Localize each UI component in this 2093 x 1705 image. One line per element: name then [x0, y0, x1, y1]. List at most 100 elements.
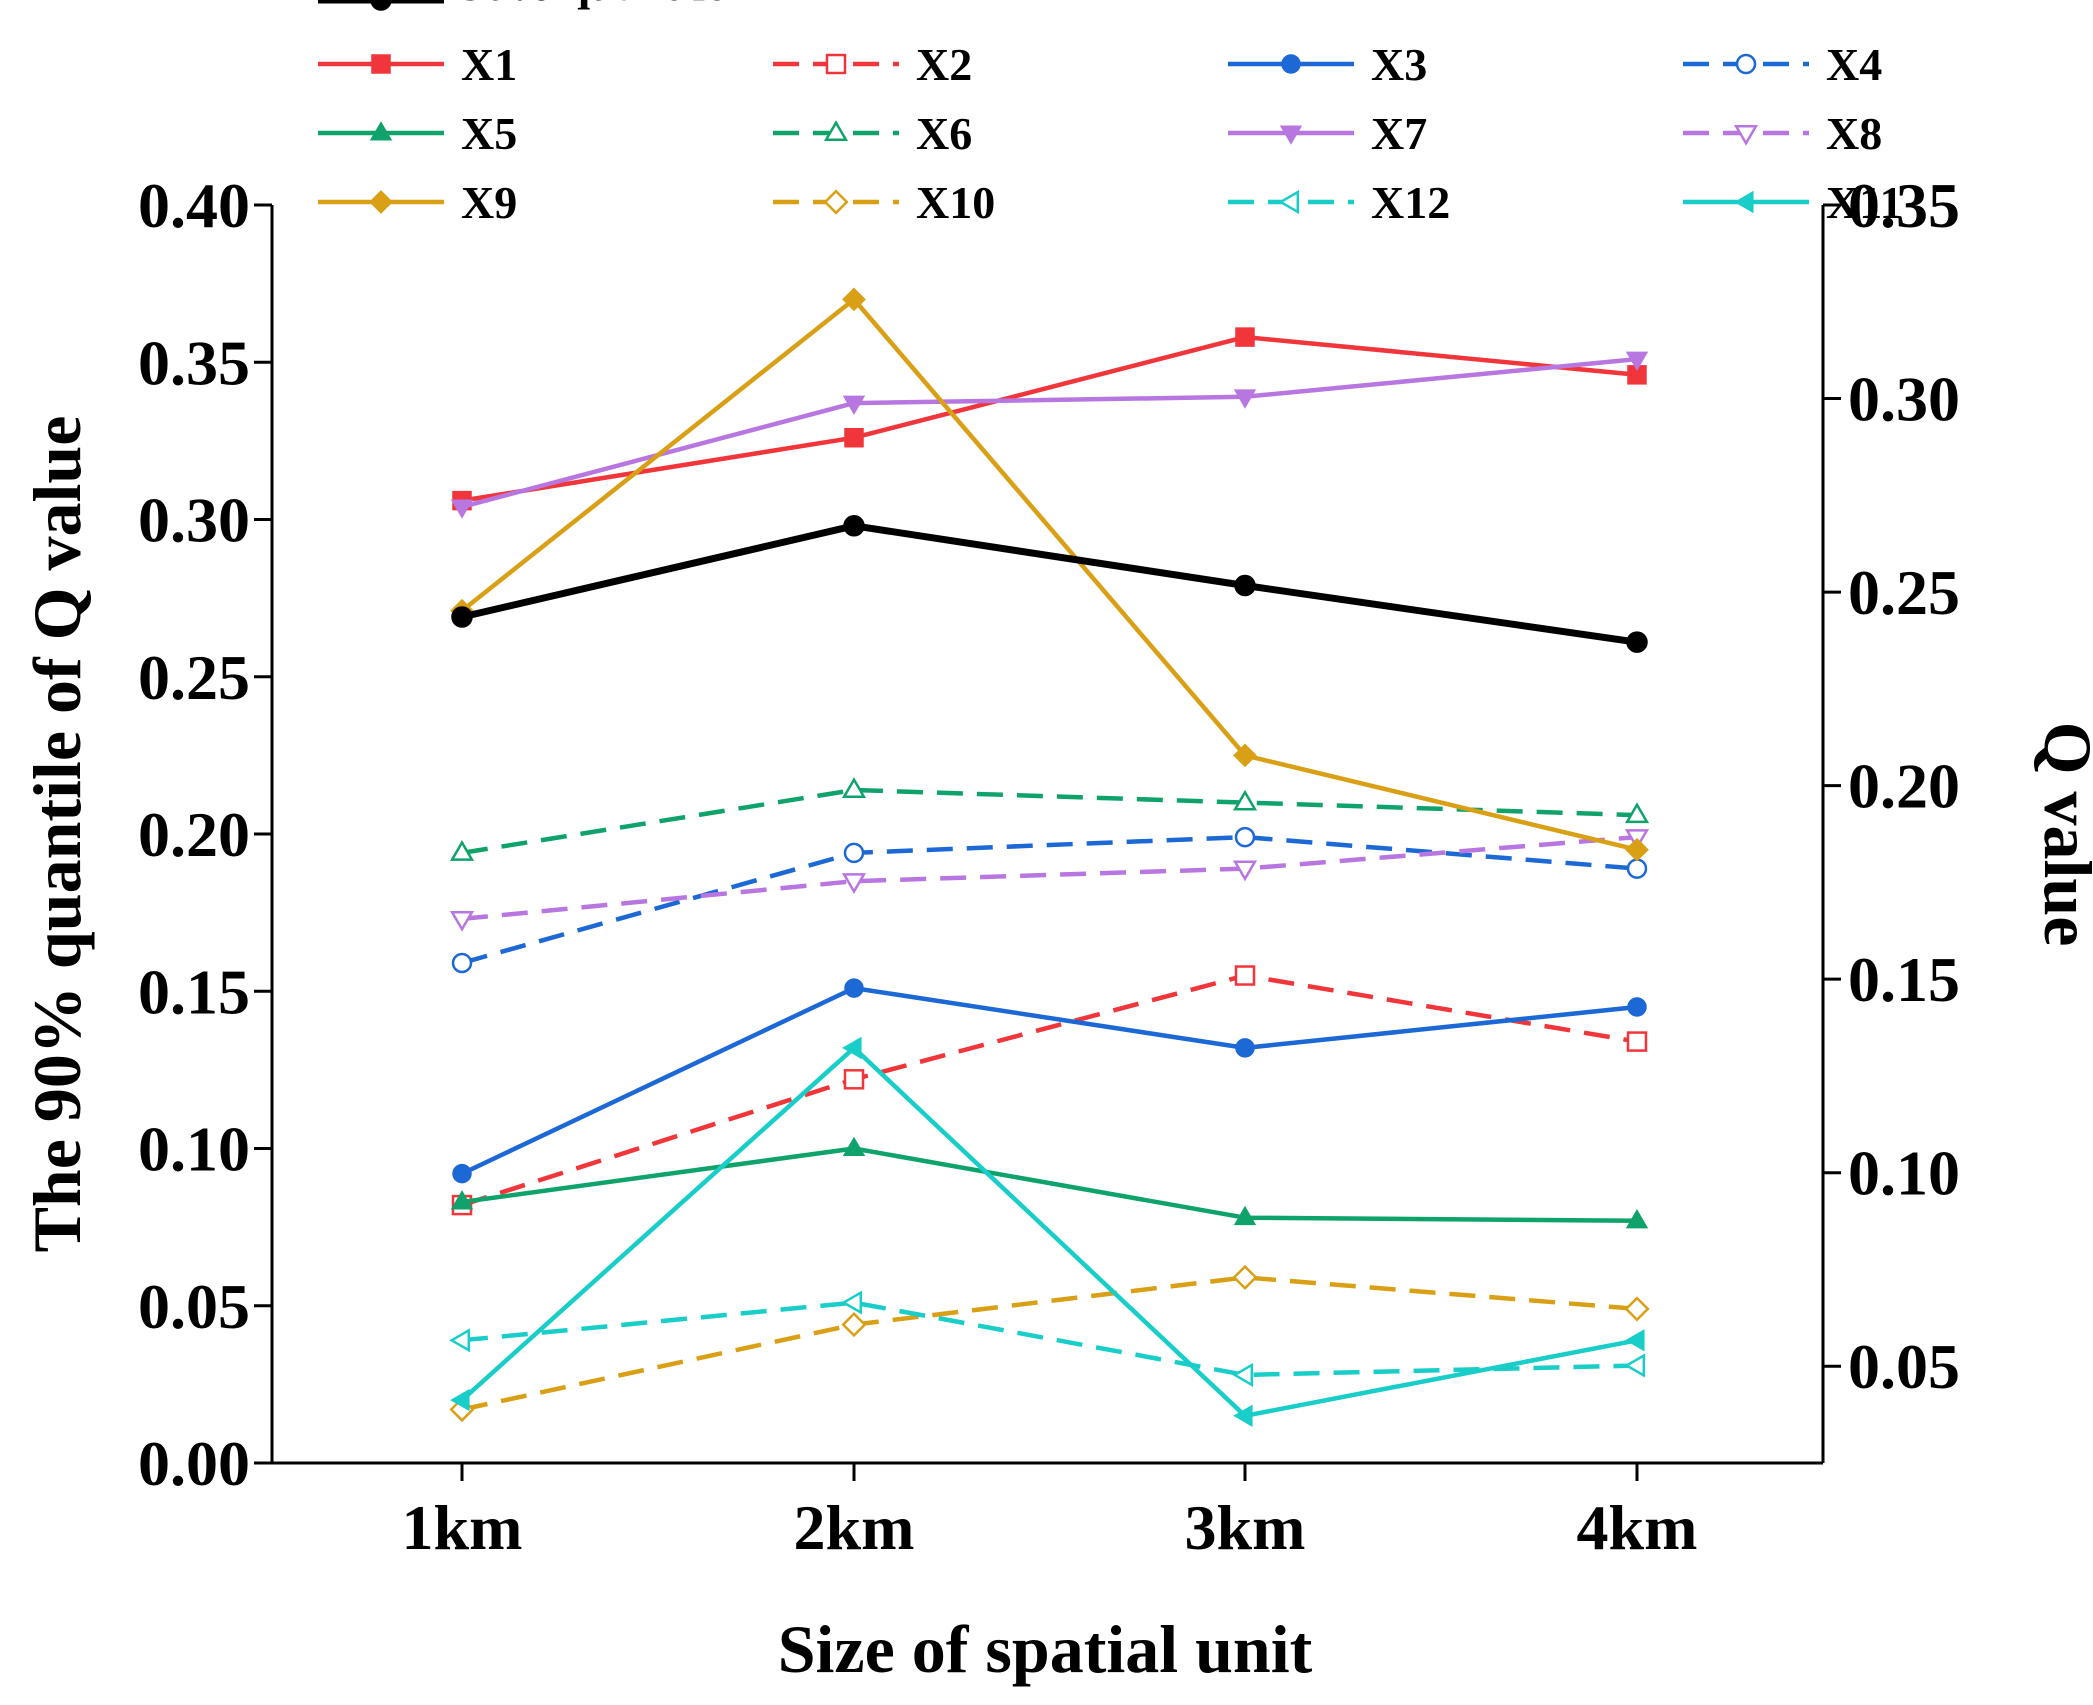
legend-marker — [1278, 189, 1300, 215]
legend-marker — [825, 53, 847, 75]
data-point-x1-3km — [1235, 327, 1255, 347]
legend-label: X6 — [916, 108, 972, 159]
data-point-x8-2km — [841, 873, 867, 894]
x-tick-label: 2km — [794, 1492, 915, 1563]
series-line-x5 — [461, 1146, 1638, 1224]
legend-label: X12 — [1371, 177, 1450, 228]
legend-item-x2: X2 — [773, 39, 972, 90]
y-tick-label: 0.05 — [138, 1271, 250, 1342]
data-point-x12-3km — [1232, 1362, 1254, 1387]
data-point-x7-2km — [842, 395, 866, 415]
data-point-x7-4km — [1625, 351, 1649, 371]
data-point-x9-3km — [1233, 743, 1257, 768]
data-point-90pct-quantile-3km — [1234, 574, 1256, 597]
data-point-x10-2km — [841, 1312, 867, 1338]
data-point-x4-1km — [451, 952, 473, 974]
series-90pct-quantile — [451, 515, 1648, 653]
y-tick-label: 0.20 — [138, 799, 250, 870]
data-point-x8-1km — [449, 910, 475, 932]
series-x6 — [449, 777, 1650, 861]
data-point-x6-2km — [841, 777, 867, 798]
data-point-x9-2km — [842, 287, 866, 312]
series-x7 — [450, 351, 1649, 519]
data-point-x7-1km — [450, 499, 474, 519]
legend-marker — [1733, 125, 1759, 146]
data-point-90pct-quantile-2km — [843, 515, 865, 537]
data-point-x5-3km — [1233, 1205, 1257, 1226]
data-point-x11-1km — [450, 1388, 470, 1412]
data-point-x6-1km — [449, 840, 475, 861]
data-point-x5-2km — [842, 1136, 866, 1157]
series-line-x11 — [460, 1045, 1638, 1419]
legend-label: X11 — [1826, 177, 1903, 228]
y2-tick-label: 0.30 — [1848, 364, 1960, 435]
series-line-x3 — [461, 985, 1638, 1176]
series-x2 — [451, 965, 1648, 1216]
legend-label: X7 — [1371, 108, 1427, 159]
data-point-x2-2km — [843, 1069, 865, 1090]
legend-marker — [1735, 53, 1757, 75]
series-x12 — [449, 1290, 1646, 1387]
data-point-90pct-quantile-4km — [1626, 631, 1648, 653]
x-tick-label: 1km — [402, 1492, 523, 1563]
data-point-x2-4km — [1626, 1031, 1648, 1052]
data-point-x1-2km — [844, 427, 864, 448]
y2-tick-label: 0.35 — [1848, 170, 1960, 241]
data-point-x3-3km — [1235, 1038, 1255, 1058]
y-tick-label: 0.30 — [138, 485, 250, 556]
y-tick-label: 0.35 — [138, 327, 250, 398]
x-tick-label: 4km — [1577, 1492, 1698, 1563]
data-point-x5-1km — [450, 1190, 474, 1210]
y-tick-label: 0.15 — [138, 956, 250, 1027]
data-point-x10-4km — [1624, 1296, 1650, 1322]
data-point-x6-3km — [1232, 789, 1258, 811]
legend-item-x11: X11 — [1683, 177, 1903, 228]
legend-marker — [1279, 125, 1303, 145]
series-x5 — [450, 1136, 1649, 1229]
legend-label: X3 — [1371, 39, 1427, 90]
data-point-x11-2km — [842, 1036, 862, 1060]
legend-label: X4 — [1826, 39, 1882, 90]
legend-item-x9: X9 — [318, 177, 517, 228]
legend-item-x4: X4 — [1683, 39, 1882, 90]
data-point-x11-4km — [1625, 1329, 1645, 1352]
series-x4 — [451, 826, 1648, 974]
data-point-x3-2km — [844, 978, 864, 998]
data-point-x2-3km — [1234, 965, 1256, 986]
legend-marker — [371, 54, 391, 74]
legend-marker — [823, 120, 849, 142]
legend-item-x3: X3 — [1228, 39, 1427, 90]
legend-label: X8 — [1826, 108, 1882, 159]
legend-marker — [1734, 190, 1754, 214]
y-tick-label: 0.40 — [138, 170, 250, 241]
plot-series — [449, 287, 1650, 1428]
y2-tick-label: 0.20 — [1848, 751, 1960, 822]
series-line-x9 — [460, 297, 1638, 852]
legend-marker — [369, 190, 393, 214]
legend-label: 90% quantile — [461, 0, 726, 10]
legend-item-90pct-quantile: 90% quantile — [318, 0, 726, 11]
data-point-x12-1km — [449, 1328, 471, 1353]
legend-item-x7: X7 — [1228, 108, 1427, 159]
legend-item-x10: X10 — [773, 177, 995, 228]
series-line-x8 — [461, 834, 1638, 922]
legend-marker — [370, 0, 392, 11]
data-point-x4-3km — [1234, 826, 1256, 848]
data-point-x12-2km — [841, 1290, 863, 1315]
y-tick-label: 0.00 — [138, 1428, 250, 1499]
data-point-x10-3km — [1232, 1264, 1258, 1290]
data-point-x8-3km — [1232, 860, 1258, 882]
legend-label: X2 — [916, 39, 972, 90]
legend: X1 X2 X3 X4 X5 X6 X7 X8 X9 X10 X12 X11 90% quantile — [318, 0, 1903, 228]
y2-tick-label: 0.25 — [1848, 557, 1960, 628]
data-point-x9-4km — [1625, 837, 1649, 862]
series-line-x7 — [461, 356, 1638, 510]
series-x11 — [450, 1036, 1645, 1428]
series-x10 — [449, 1264, 1650, 1423]
legend-marker — [823, 189, 849, 215]
y2-axis-title: Q value — [2030, 722, 2093, 947]
data-point-x3-1km — [452, 1163, 472, 1184]
series-line-x1 — [461, 334, 1638, 503]
series-line-90pct-quantile — [461, 522, 1638, 646]
series-x1 — [452, 327, 1647, 511]
